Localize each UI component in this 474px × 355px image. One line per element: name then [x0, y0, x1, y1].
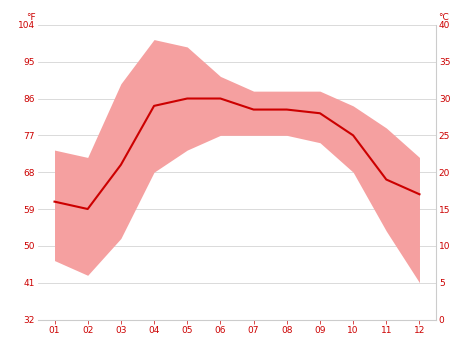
Text: °F: °F [26, 13, 36, 22]
Text: °C: °C [438, 13, 449, 22]
